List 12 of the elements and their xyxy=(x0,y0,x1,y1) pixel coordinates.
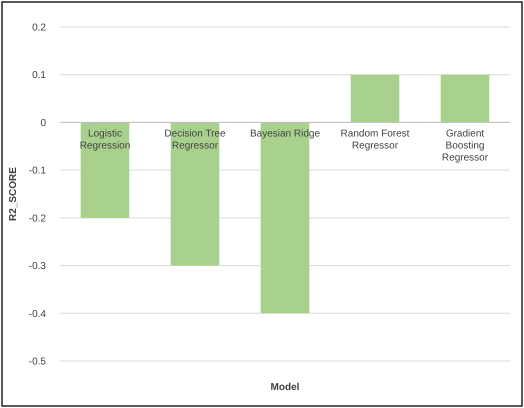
y-tick-label: -0.3 xyxy=(28,261,46,272)
y-tick-label: -0.1 xyxy=(28,166,46,177)
y-axis-title: R2_SCORE xyxy=(8,166,19,221)
x-tick-label: Gradient Boosting Regressor xyxy=(442,128,489,164)
y-tick-label: -0.2 xyxy=(28,213,46,224)
y-tick-label: -0.5 xyxy=(28,356,46,368)
x-tick-label: Random Forest Regressor xyxy=(340,128,410,152)
y-tick-label: 0.2 xyxy=(32,22,46,34)
y-tick-label: 0.1 xyxy=(32,70,46,82)
x-axis-title: Model xyxy=(270,382,300,393)
y-tick-label: 0 xyxy=(40,118,46,129)
y-tick-label: -0.4 xyxy=(28,308,46,320)
